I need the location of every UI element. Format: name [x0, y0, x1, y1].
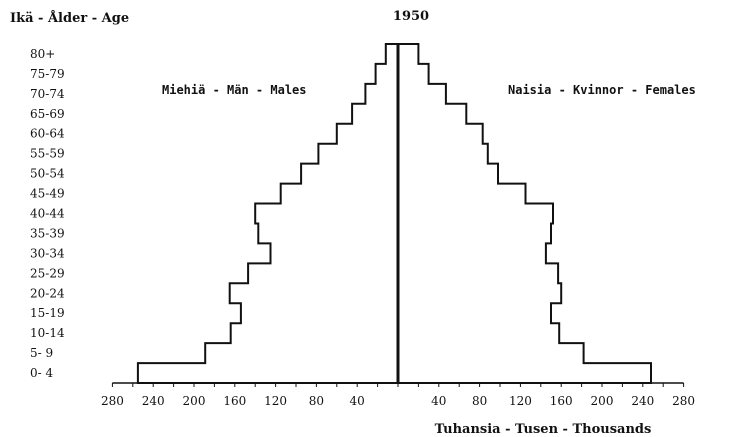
x-tick-label: 200 — [591, 394, 614, 408]
males-outline — [136, 43, 398, 384]
age-tick-label: 5- 9 — [30, 346, 53, 360]
males-label: Miehiä - Män - Males — [162, 83, 307, 97]
females-outline — [398, 43, 652, 384]
age-tick-label: 35-39 — [30, 226, 65, 240]
age-tick-label: 25-29 — [30, 266, 65, 280]
x-tick-label: 120 — [509, 394, 532, 408]
age-tick-label: 70-74 — [30, 87, 65, 101]
x-tick-label: 200 — [183, 394, 206, 408]
x-tick-label: 280 — [101, 394, 124, 408]
age-tick-label: 65-69 — [30, 107, 65, 121]
age-tick-label: 10-14 — [30, 326, 65, 340]
age-tick-label: 20-24 — [30, 286, 65, 300]
x-tick-label: 240 — [631, 394, 654, 408]
age-tick-label: 60-64 — [30, 127, 65, 141]
x-tick-label: 40 — [350, 394, 365, 408]
age-tick-label: 0- 4 — [30, 366, 54, 380]
x-tick-label: 120 — [264, 394, 287, 408]
age-tick-label: 40-44 — [30, 207, 65, 221]
x-axis-label: Tuhansia - Tusen - Thousands — [435, 422, 652, 437]
x-tick-label: 80 — [309, 394, 324, 408]
age-tick-label: 80+ — [30, 47, 55, 61]
x-tick-label: 160 — [223, 394, 246, 408]
age-tick-label: 75-79 — [30, 67, 65, 81]
age-tick-label: 30-34 — [30, 246, 65, 260]
chart-title: 1950 — [393, 9, 429, 24]
x-tick-label: 80 — [472, 394, 487, 408]
x-tick-label: 40 — [431, 394, 446, 408]
age-tick-label: 45-49 — [30, 187, 65, 201]
age-tick-label: 55-59 — [30, 147, 65, 161]
age-tick-label: 15-19 — [30, 306, 65, 320]
x-tick-label: 160 — [550, 394, 573, 408]
x-tick-label: 280 — [672, 394, 695, 408]
females-label: Naisia - Kvinnor - Females — [508, 83, 696, 97]
y-axis-label: Ikä - Ålder - Age — [10, 10, 129, 26]
x-tick-label: 240 — [142, 394, 165, 408]
age-tick-label: 50-54 — [30, 167, 65, 181]
